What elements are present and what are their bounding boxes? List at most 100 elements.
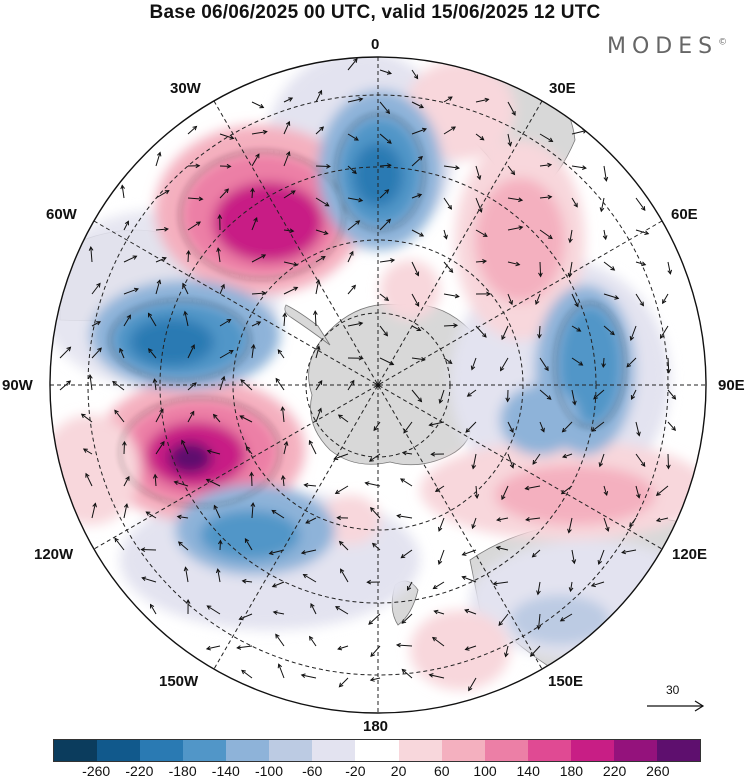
wind-arrow-head: [123, 503, 129, 509]
wind-arrow: [148, 348, 157, 359]
wind-arrow-head: [250, 343, 256, 349]
wind-arrow: [185, 567, 189, 583]
wind-arrow: [468, 677, 477, 691]
wind-arrow-head: [599, 207, 605, 213]
wind-arrow: [187, 411, 195, 423]
wind-arrow-head: [548, 137, 554, 142]
wind-arrow-head: [401, 619, 407, 624]
label-lon-90w: 90W: [2, 377, 33, 394]
wind-arrow: [89, 375, 93, 391]
wind-vectors: [59, 58, 677, 692]
wind-arrow-head: [217, 539, 223, 545]
wind-arrow: [434, 610, 445, 615]
label-lon-120w: 120W: [34, 546, 74, 563]
wind-arrow: [315, 197, 329, 207]
wind-arrow: [283, 441, 288, 455]
wind-arrow: [433, 581, 445, 590]
colorbar-tick-label: 180: [559, 763, 584, 779]
wind-arrow-head: [96, 282, 101, 288]
wind-arrow: [501, 325, 509, 340]
wind-arrow: [283, 97, 293, 103]
wind-arrow-head: [337, 414, 343, 419]
wind-arrow: [475, 260, 487, 263]
wind-arrow-head: [148, 348, 153, 353]
wind-arrow: [347, 322, 363, 327]
wind-arrow-head: [152, 378, 158, 383]
wind-arrow: [471, 357, 477, 370]
wind-arrow: [629, 517, 637, 527]
wind-arrow: [242, 580, 253, 583]
wind-arrow: [282, 475, 285, 487]
wind-arrow-head: [591, 427, 597, 432]
wind-arrow: [275, 378, 285, 391]
wind-arrow: [251, 472, 253, 487]
wind-arrow-head: [191, 382, 197, 387]
wind-arrow-head: [498, 621, 503, 627]
wind-arrow: [571, 389, 576, 405]
colorbar-swatch: [484, 740, 528, 761]
wind-arrow: [496, 546, 509, 551]
wind-arrow: [219, 350, 234, 359]
wind-arrow-head: [547, 194, 553, 200]
colorbar-swatch: [97, 740, 141, 761]
wind-arrow: [315, 126, 324, 135]
wind-arrow-head: [369, 677, 375, 682]
wind-arrow-head: [603, 490, 609, 496]
colorbar-tick-label: 20: [390, 763, 407, 779]
wind-arrow-head: [66, 346, 72, 352]
colorbar-tick-label: -100: [254, 763, 284, 779]
wind-arrow: [251, 153, 260, 167]
wind-arrow-head: [671, 394, 677, 400]
wind-arrow: [379, 133, 392, 144]
wind-arrow-head: [228, 349, 234, 355]
wind-arrow: [379, 164, 391, 167]
wind-arrow: [304, 484, 317, 487]
wind-arrow-head: [383, 331, 389, 337]
wind-arrow-head: [320, 256, 326, 261]
wind-arrow-head: [471, 464, 477, 470]
colorbar-tick-label: -20: [345, 763, 366, 779]
wind-arrow-head: [532, 459, 537, 465]
wind-arrow-head: [272, 610, 278, 615]
wind-arrow: [472, 517, 477, 529]
wind-arrow-head: [66, 380, 72, 385]
wind-arrow-head: [568, 238, 573, 244]
wind-arrow: [507, 101, 516, 116]
wind-arrow-head: [482, 333, 487, 338]
wind-arrow-head: [406, 585, 412, 591]
wind-arrow-head: [432, 584, 438, 590]
colorbar-swatch: [570, 740, 614, 761]
wind-arrow-head: [217, 214, 223, 219]
wind-arrow: [251, 254, 266, 263]
colorbar-tick-label: -140: [211, 763, 240, 779]
wind-arrow: [181, 440, 189, 455]
wind-arrow-head: [239, 415, 245, 420]
wind-arrow: [465, 421, 477, 433]
wind-arrow-head: [536, 590, 541, 596]
wind-arrow-head: [417, 193, 423, 198]
wind-arrow: [539, 261, 542, 277]
wind-arrow: [187, 382, 197, 391]
wind-arrow: [475, 133, 485, 141]
wind-arrow-head: [326, 163, 331, 169]
wind-arrow: [305, 517, 317, 524]
wind-arrow-head: [447, 204, 452, 210]
wind-arrow-head: [492, 581, 498, 586]
wind-arrow-head: [96, 321, 102, 326]
wind-arrow: [273, 611, 285, 615]
wind-arrow: [411, 325, 421, 331]
wind-arrow-head: [215, 568, 221, 574]
wind-arrow-head: [261, 254, 267, 259]
wind-arrow: [571, 130, 587, 135]
wind-arrow: [403, 421, 413, 434]
wind-arrow: [301, 674, 317, 679]
colorbar-tick-label: 100: [473, 763, 497, 779]
wind-arrow-head: [500, 366, 505, 372]
wind-arrow: [119, 348, 125, 359]
wind-arrow: [622, 549, 637, 554]
wind-arrow: [538, 613, 541, 629]
wind-arrow-head: [182, 282, 187, 288]
wind-arrow: [91, 503, 96, 519]
wind-arrow-head: [510, 170, 516, 176]
label-lon-90e: 90E: [718, 377, 745, 394]
